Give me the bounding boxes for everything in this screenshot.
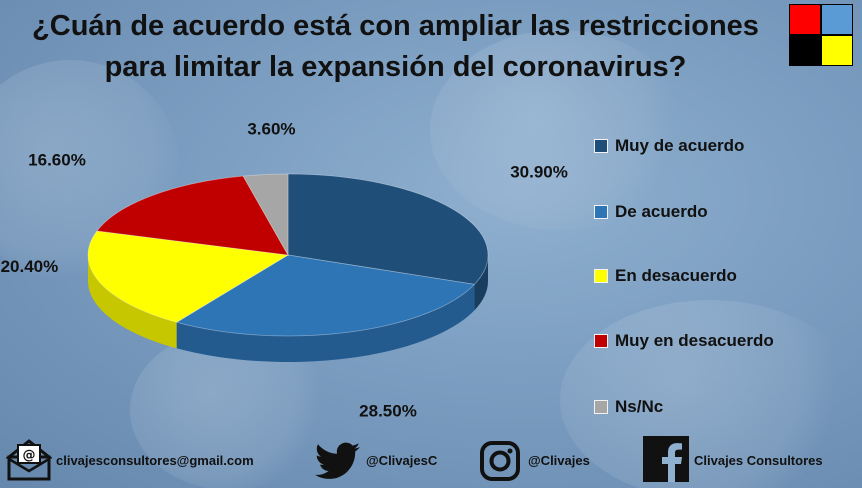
legend-swatch bbox=[594, 139, 608, 153]
pie-slice-de-acuerdo bbox=[175, 254, 476, 337]
pie-slice-side-en-desacuerdo bbox=[88, 255, 177, 349]
legend-swatch bbox=[594, 269, 608, 283]
pie-slice-muy-en-desacuerdo bbox=[96, 175, 289, 256]
legend-swatch bbox=[594, 205, 608, 219]
legend-item: En desacuerdo bbox=[594, 263, 737, 289]
chart-title-line-2: para limitar la expansión del coronaviru… bbox=[104, 51, 687, 83]
legend-item: Muy en desacuerdo bbox=[594, 328, 774, 354]
data-labels: 30.90% 28.50% 20.40% 16.60% 3.60% bbox=[1, 120, 568, 420]
instagram-icon[interactable] bbox=[480, 441, 520, 481]
chart-title: ¿Cuán de acuerdo está con ampliar las re… bbox=[8, 6, 783, 88]
data-label-muy-en-desacuerdo: 16.60% bbox=[28, 151, 86, 170]
pie-slice-side-de-acuerdo bbox=[176, 284, 475, 363]
data-label-ns-nc: 3.60% bbox=[247, 120, 295, 139]
logo-square-yellow bbox=[821, 35, 853, 66]
virus-background bbox=[560, 300, 860, 488]
legend-item: Ns/Nc bbox=[594, 394, 663, 420]
twitter-handle[interactable]: @ClivajesC bbox=[366, 453, 438, 468]
svg-text:@: @ bbox=[23, 448, 36, 463]
logo-square-black bbox=[789, 35, 821, 66]
legend-label: De acuerdo bbox=[615, 202, 708, 221]
logo-square-blue bbox=[821, 4, 853, 35]
logo-square-red bbox=[789, 4, 821, 35]
contact-footer: @ clivajesconsultores@gmail.com @Clivaje… bbox=[0, 434, 862, 488]
data-label-muy-de-acuerdo: 30.90% bbox=[510, 162, 568, 181]
pie-slice-side-muy-de-acuerdo bbox=[474, 255, 488, 311]
pie-slice-muy-de-acuerdo bbox=[287, 173, 489, 285]
chart-title-line-1: ¿Cuán de acuerdo está con ampliar las re… bbox=[32, 10, 759, 42]
legend-swatch bbox=[594, 400, 608, 414]
email-icon[interactable]: @ bbox=[6, 437, 52, 481]
legend-label: Ns/Nc bbox=[615, 397, 664, 416]
pie-slice-ns-nc bbox=[242, 173, 289, 257]
facebook-page[interactable]: Clivajes Consultores bbox=[694, 453, 823, 468]
legend-label: En desacuerdo bbox=[615, 266, 737, 285]
pie-slice-en-desacuerdo bbox=[87, 230, 290, 323]
twitter-icon[interactable] bbox=[314, 442, 362, 480]
legend-label: Muy de acuerdo bbox=[615, 136, 745, 155]
data-label-en-desacuerdo: 20.40% bbox=[1, 257, 59, 276]
pie-sides bbox=[88, 255, 488, 363]
email-text[interactable]: clivajesconsultores@gmail.com bbox=[56, 453, 254, 468]
instagram-handle[interactable]: @Clivajes bbox=[528, 453, 590, 468]
pie-chart: 30.90% 28.50% 20.40% 16.60% 3.60% bbox=[1, 120, 568, 420]
legend-item: Muy de acuerdo bbox=[594, 133, 744, 159]
brand-logo bbox=[789, 4, 853, 66]
legend-label: Muy en desacuerdo bbox=[615, 331, 774, 350]
legend-swatch bbox=[594, 334, 608, 348]
data-label-de-acuerdo: 28.50% bbox=[359, 401, 417, 420]
facebook-icon[interactable] bbox=[643, 436, 689, 482]
legend-item: De acuerdo bbox=[594, 199, 708, 225]
pie-slices bbox=[87, 173, 489, 337]
virus-background bbox=[430, 30, 690, 230]
